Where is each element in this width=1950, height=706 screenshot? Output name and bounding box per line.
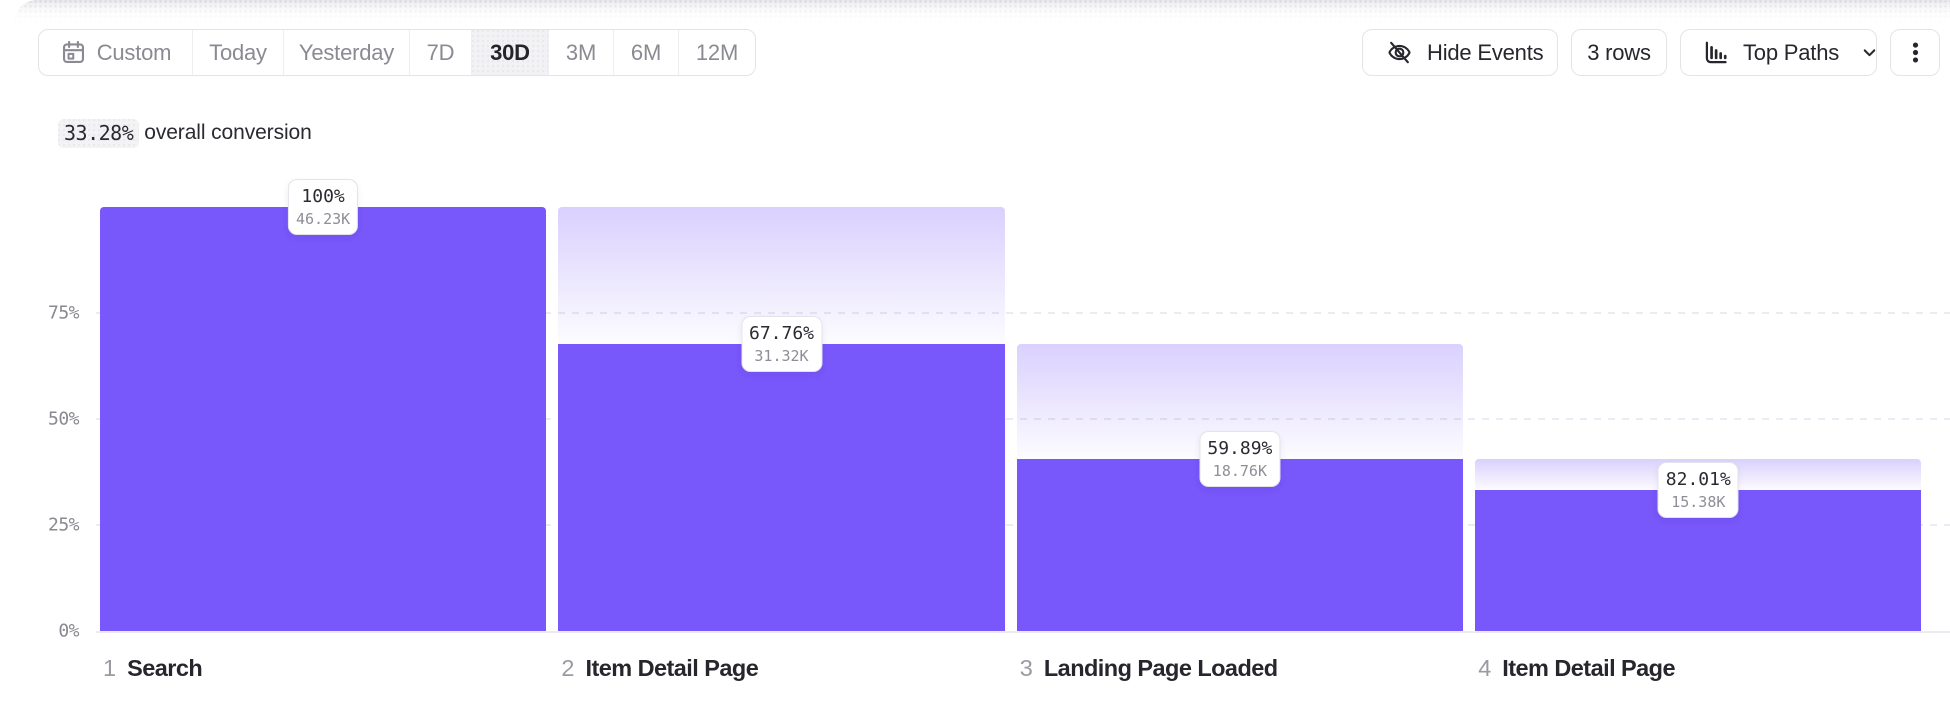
date-range-option-label: 7D [426,39,455,65]
date-range-option-label: Yesterday [298,39,395,65]
x-axis-baseline [96,630,1950,633]
step-count: 31.32K [754,346,809,365]
step-label-4[interactable]: 4 Item Detail Page [1478,655,1675,682]
step-number: 2 [561,655,575,681]
date-range-option-label: Custom [96,39,172,65]
hide-events-button[interactable]: Hide Events [1362,29,1558,76]
calendar-icon [60,39,87,66]
y-axis-label-50: 50% [47,408,80,430]
date-range-option-label: Today [209,39,267,65]
date-range-option-today[interactable]: Today [193,30,284,75]
date-range-option-yesterday[interactable]: Yesterday [284,30,410,75]
funnel-bar-step-2[interactable] [558,343,1005,631]
gridline-75 [96,312,1950,314]
chart-toolbar: Custom Today Yesterday 7D 30D 3M 6M 12M Hide Ev… [38,29,1940,76]
bar-value-callout-step-2: 67.76% 31.32K [740,315,823,372]
bar-value-callout-step-4: 82.01% 15.38K [1657,461,1739,518]
step-conversion-pct: 100% [301,186,345,207]
date-range-option-12m[interactable]: 12M [679,30,755,75]
eye-off-icon [1386,39,1413,66]
funnel-bar-step-3[interactable] [1016,458,1463,631]
step-name: Landing Page Loaded [1043,655,1278,681]
toolbar-actions: Hide Events 3 rows Top Paths [1362,29,1940,76]
funnel-bar-step-1[interactable] [100,207,547,631]
rows-button[interactable]: 3 rows [1571,29,1667,76]
top-edge-shadow [14,0,1950,23]
step-name: Item Detail Page [585,655,759,681]
date-range-option-label: 6M [630,39,662,65]
y-axis-label-0: 0% [58,620,79,642]
step-number: 4 [1478,655,1492,681]
step-label-3[interactable]: 3 Landing Page Loaded [1020,655,1278,682]
step-count: 18.76K [1212,461,1267,480]
step-label-2[interactable]: 2 Item Detail Page [561,655,758,682]
overall-conversion-badge: 33.28% [58,118,140,148]
hide-events-label: Hide Events [1427,39,1544,65]
y-axis-label-75: 75% [47,302,80,324]
step-number: 1 [103,655,117,681]
bar-value-callout-step-3: 59.89% 18.76K [1199,430,1281,487]
date-range-option-label: 12M [695,39,739,65]
kebab-menu-icon [1902,39,1929,66]
date-range-option-6m[interactable]: 6M [614,30,679,75]
step-name: Item Detail Page [1502,655,1676,681]
date-range-option-label: 30D [490,39,530,65]
chevron-down-icon [1861,44,1878,61]
date-range-option-label: 3M [565,39,597,65]
rows-label: 3 rows [1587,39,1651,65]
overall-conversion-text: overall conversion [144,121,312,144]
bar-value-callout-step-1: 100% 46.23K [288,179,359,235]
date-range-segmented-control: Custom Today Yesterday 7D 30D 3M 6M 12M [38,29,756,76]
date-range-option-30d[interactable]: 30D [472,30,549,75]
gridline-50 [96,418,1950,420]
step-conversion-pct: 67.76% [748,322,815,344]
step-count: 15.38K [1671,492,1726,511]
date-range-option-3m[interactable]: 3M [549,30,614,75]
step-label-1[interactable]: 1 Search [103,655,203,682]
step-name: Search [127,655,203,681]
step-count: 46.23K [296,210,351,228]
y-axis-label-25: 25% [47,514,80,536]
overall-conversion-summary: 33.28% overall conversion [58,118,312,148]
step-conversion-pct: 59.89% [1207,437,1273,459]
bar-chart-icon [1702,39,1730,67]
top-paths-label: Top Paths [1743,39,1840,65]
step-number: 3 [1019,655,1033,681]
step-conversion-pct: 82.01% [1665,468,1731,490]
more-options-button[interactable] [1890,29,1940,76]
top-paths-button[interactable]: Top Paths [1680,29,1877,76]
date-range-option-7d[interactable]: 7D [410,30,472,75]
date-range-option-custom[interactable]: Custom [39,30,193,75]
